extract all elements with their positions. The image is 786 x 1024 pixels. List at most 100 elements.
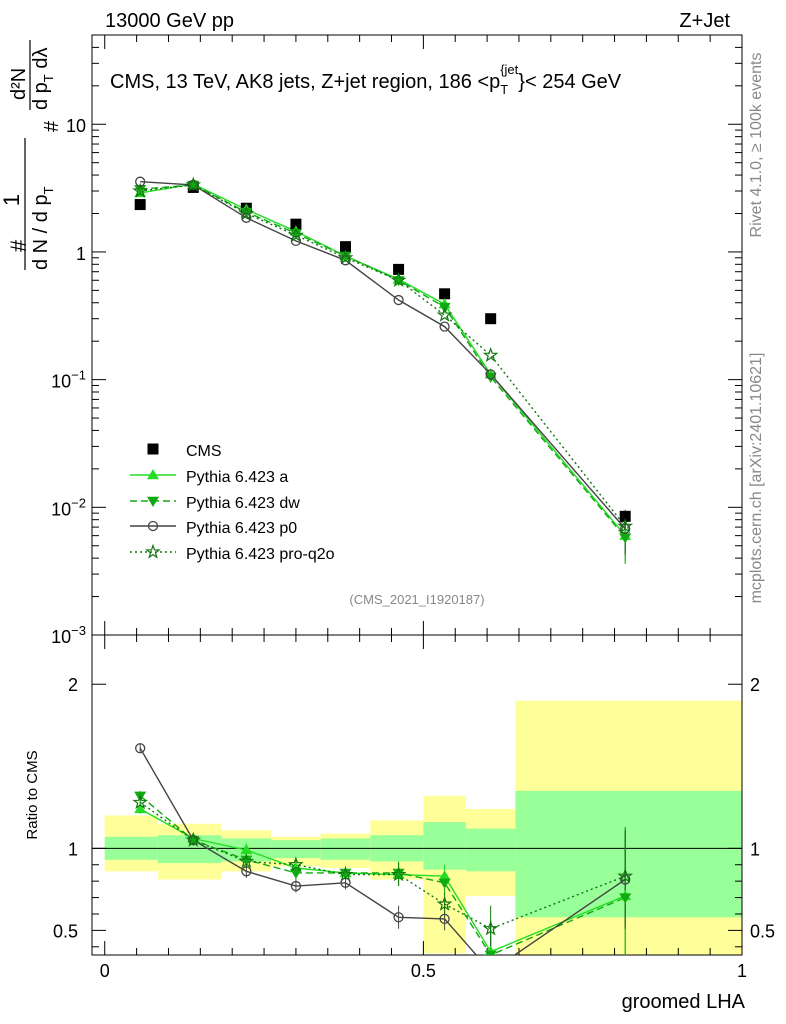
ratio-ytick-label-left: 0.5 — [53, 921, 78, 941]
ylabel-frac2-den-sub: T — [41, 74, 56, 82]
main-marker-series-0 — [340, 241, 351, 253]
main-marker-series-0 — [134, 199, 146, 211]
ylabel-hash-1: # — [6, 239, 31, 252]
ratio-marker-series-3 — [132, 794, 149, 810]
title-part-b: }< 254 GeV — [518, 71, 622, 93]
ratio-ytick-label-left: 2 — [68, 675, 78, 695]
main-marker-series-4 — [132, 182, 149, 198]
legend-items — [130, 443, 176, 559]
ratio-ytick-label-right: 1 — [750, 839, 760, 859]
title-part-a: CMS, 13 TeV, AK8 jets, Z+jet region, 186… — [110, 71, 500, 93]
ratio-marker-series-1 — [289, 868, 302, 879]
ratio-xtick-label: 1 — [737, 961, 747, 981]
rivet-version-label: Rivet 4.1.0, ≥ 100k events — [748, 53, 765, 238]
ratio-marker-series-0 — [438, 870, 451, 881]
ratio-marker-series-1 — [240, 855, 253, 866]
ratio-marker-series-2 — [135, 743, 146, 754]
main-marker-series-4 — [238, 205, 255, 221]
ratio-uncertainty-bands — [104, 700, 742, 955]
ytick-base: 10 — [66, 116, 86, 136]
header-right: Z+Jet — [679, 10, 730, 32]
main-ytick-label: 10−1 — [51, 368, 86, 392]
ratio-marker-series-1 — [619, 893, 632, 904]
main-marker-series-2 — [619, 533, 632, 544]
main-marker-series-0 — [485, 313, 497, 325]
main-ytick-label: 1 — [76, 244, 86, 264]
ratio-marker-series-2 — [620, 874, 631, 885]
main-ytick-label: 10−2 — [51, 495, 86, 519]
ratio-marker-series-2 — [241, 866, 252, 877]
stat-band — [271, 840, 321, 859]
main-marker-series-4 — [287, 226, 304, 243]
ytick-base: 10 — [51, 372, 71, 392]
legend-marker — [147, 496, 159, 507]
main-ytick-label: 10−3 — [51, 623, 86, 647]
ratio-frame — [91, 634, 743, 956]
ylabel-frac2-den-text: d p — [30, 82, 52, 110]
main-marker-series-3 — [439, 321, 450, 332]
legend-label-cms: CMS — [186, 443, 222, 460]
ylabel-frac2-den-tail: dλ — [30, 48, 52, 75]
ytick-exp: −1 — [71, 368, 86, 383]
ylabel-frac1-den: d N / d pT — [30, 186, 56, 270]
main-marker-series-3 — [485, 369, 496, 380]
analysis-watermark: (CMS_2021_I1920187) — [349, 592, 484, 607]
main-marker-series-0 — [619, 510, 631, 522]
main-series-markers — [132, 176, 634, 544]
ylabel-frac1-den-sub: T — [41, 186, 56, 194]
main-axis-ticks — [92, 34, 743, 636]
stat-band — [465, 828, 516, 872]
stat-band — [423, 822, 466, 870]
ratio-marker-series-3 — [390, 866, 407, 882]
ratio-marker-series-2 — [188, 834, 199, 846]
ratio-marker-series-2 — [393, 912, 404, 923]
ratio-marker-series-1 — [484, 950, 497, 955]
main-marker-series-4 — [185, 176, 202, 192]
ratio-ytick-label-right: 2 — [750, 675, 760, 695]
ylabel-hash-2: # — [41, 120, 63, 132]
legend: CMS Pythia 6.423 a Pythia 6.423 dw Pythi… — [130, 443, 335, 563]
legend-label-a: Pythia 6.423 a — [186, 469, 288, 486]
ytick-base: 10 — [51, 499, 71, 519]
legend-marker — [147, 443, 159, 455]
legend-label-pro-q2o: Pythia 6.423 pro-q2o — [186, 546, 335, 563]
ratio-panel: 0.5 1 2 0.5 1 2 0 0.5 1 Ratio to CMS gro… — [24, 634, 775, 1013]
main-marker-series-3 — [620, 523, 631, 534]
main-marker-series-0 — [393, 263, 405, 275]
ratio-ytick-label-left: 1 — [68, 839, 78, 859]
ytick-exp: −2 — [71, 495, 86, 510]
ratio-marker-series-2 — [290, 880, 302, 892]
mcplots-label: mcplots.cern.ch [arXiv:2401.10621] — [748, 353, 765, 604]
main-marker-series-0 — [439, 288, 451, 300]
x-axis-label: groomed LHA — [622, 991, 746, 1013]
legend-label-dw: Pythia 6.423 dw — [186, 495, 300, 512]
ylabel-frac1-den-text: d N / d p — [30, 194, 52, 270]
ylabel-frac2-den: d pT dλ — [30, 48, 56, 110]
ylabel-frac1-num: 1 — [0, 194, 24, 206]
main-marker-series-2 — [134, 184, 147, 196]
ratio-marker-series-1 — [339, 868, 352, 879]
ratio-marker-series-2 — [439, 913, 450, 925]
main-marker-series-2 — [484, 372, 497, 383]
legend-marker — [147, 520, 159, 532]
ytick-exp: −3 — [71, 623, 86, 638]
ratio-marker-series-3 — [436, 895, 453, 911]
main-ytick-label: 10 — [66, 116, 86, 136]
plot-title: CMS, 13 TeV, AK8 jets, Z+jet region, 186… — [110, 62, 622, 97]
legend-marker — [147, 469, 159, 480]
ytick-base: 1 — [76, 244, 86, 264]
title-sub: T — [500, 82, 508, 97]
ratio-marker-series-3 — [238, 853, 255, 869]
header-left: 13000 GeV pp — [105, 10, 234, 32]
main-y-axis-label: # 1 d N / d pT # d²N d pT dλ — [0, 40, 63, 270]
main-marker-series-4 — [337, 249, 354, 265]
ratio-marker-series-3 — [287, 856, 304, 872]
main-frame — [91, 34, 743, 636]
ratio-marker-series-3 — [337, 866, 354, 882]
main-marker-series-4 — [390, 271, 407, 287]
ratio-y-axis-label: Ratio to CMS — [24, 750, 41, 839]
main-marker-series-4 — [436, 306, 453, 322]
main-marker-series-2 — [289, 229, 302, 240]
main-marker-series-2 — [339, 251, 352, 262]
